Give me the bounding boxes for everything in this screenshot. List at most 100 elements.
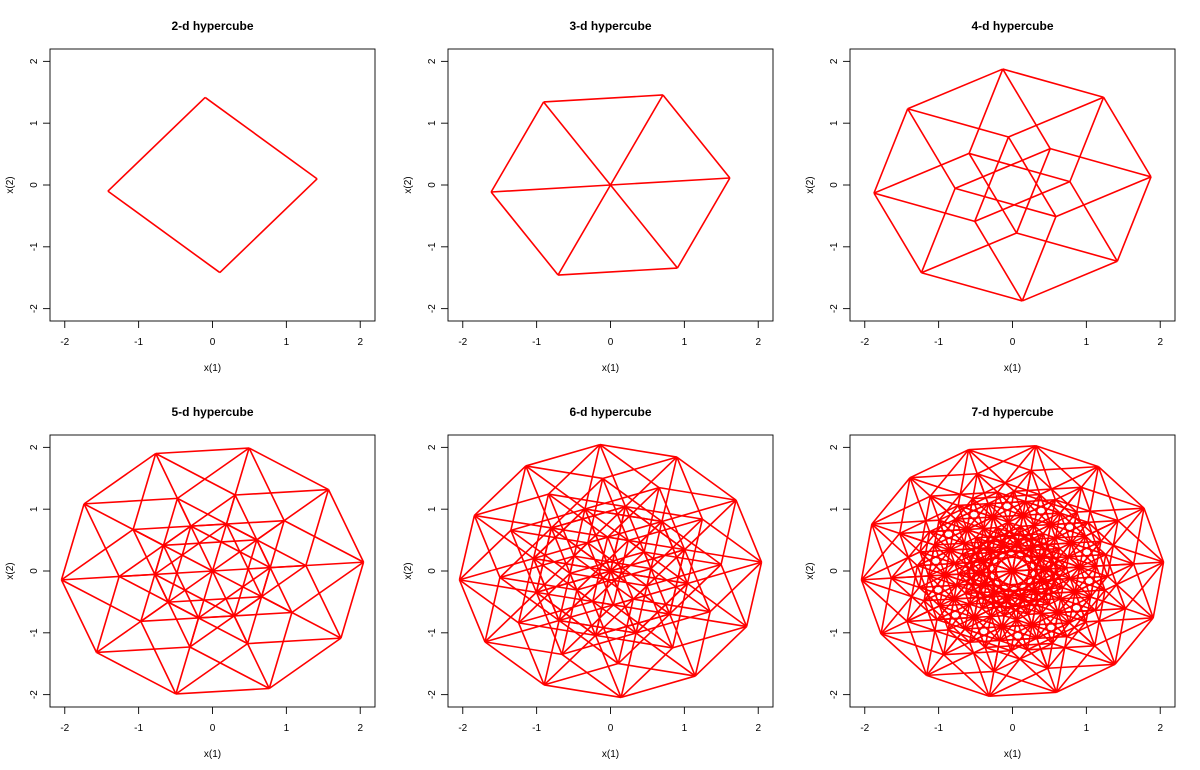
hypercube-edge [860,523,873,581]
hypercube-edge [934,516,994,546]
hypercube-edge [305,489,330,566]
hypercube-edge [60,579,98,653]
x-axis-label: x(1) [1004,363,1021,374]
x-tick-label: 1 [1084,723,1090,734]
hypercube-edge [1116,176,1152,262]
hypercube-edge [957,449,970,506]
hypercube-edge [1070,542,1134,565]
hypercube-edge [1105,554,1127,609]
x-tick-label: 1 [682,337,688,348]
hypercube-edge [1047,621,1087,669]
hypercube-edge [484,619,560,643]
hypercube-edge [1010,594,1022,651]
edges-4d [873,68,1152,302]
hypercube-edge [672,625,747,649]
hypercube-edge [906,565,919,622]
x-tick-label: -1 [134,337,143,348]
hypercube-edge [1087,466,1100,523]
panel-title: 2-d hypercube [171,19,253,33]
hypercube-edge [938,473,978,521]
hypercube-edge [954,147,1051,190]
hypercube-edge [635,582,688,634]
hypercube-edge [873,108,909,194]
hypercube-edge [499,527,552,579]
hypercube-edge [936,572,976,621]
hypercube-edge [974,220,1023,302]
hypercube-edge [988,498,1056,505]
hypercube-edge [1036,638,1058,693]
hypercube-edge [484,641,563,656]
hypercube-edge [1094,554,1107,611]
hypercube-edge [1055,498,1119,522]
hypercube-edge [1023,600,1087,623]
hypercube-edge [96,601,169,654]
hypercube-edge [953,598,1001,642]
hypercube-edge [871,495,931,525]
hypercube-edge [988,667,1049,697]
hypercube-edge [1055,176,1152,218]
hypercube-edge [247,637,341,645]
hypercube-edge [919,496,932,553]
hypercube-edge [1037,565,1097,595]
x-axis-label: x(1) [602,363,619,374]
hypercube-edge [532,493,550,559]
hypercube-edge [1058,607,1126,614]
hypercube-edge [154,573,235,617]
hypercube-edge [694,611,711,677]
hypercube-edge [880,633,944,656]
hypercube-edge [617,613,671,665]
y-tick-label: 1 [29,506,40,512]
hypercube-edge [256,539,293,613]
hypercube-edge [591,536,609,602]
y-tick-label: -1 [29,628,40,637]
hypercube-edge [909,477,931,532]
y-tick-label: 1 [427,120,438,126]
hypercube-edge [999,611,1059,642]
hypercube-edge [628,518,703,542]
hypercube-edge [458,579,520,624]
hypercube-edge [1035,445,1057,501]
hypercube-edge [635,610,711,634]
hypercube-edge [624,505,686,551]
x-tick-label: 1 [682,723,688,734]
hypercube-edge [1087,521,1135,565]
hypercube-edge [525,443,601,467]
y-tick-label: 0 [427,182,438,188]
hypercube-edge [620,647,674,698]
x-tick-label: -2 [860,337,869,348]
hypercube-edge [558,267,678,276]
hypercube-edge [694,625,748,677]
hypercube-edge [986,547,1008,603]
hypercube-edge [1002,68,1104,99]
hypercube-edge [1008,96,1104,138]
hypercube-edge [968,641,990,697]
hypercube-edge [119,570,213,578]
hypercube-edge [175,642,249,695]
hypercube-edge [1027,645,1095,651]
hypercube-edge [1033,544,1097,567]
hypercube-edge [473,514,535,560]
hypercube-edge [996,499,1056,529]
y-tick-label: 2 [29,444,40,450]
y-axis-label: x(2) [5,176,16,193]
hypercube-edge [1021,216,1057,302]
hypercube-edge [927,575,949,631]
hypercube-edge [920,188,956,274]
hypercube-edge [132,528,213,572]
y-tick-label: -2 [829,304,840,313]
x-tick-label: 2 [1157,723,1163,734]
hypercube-edge [558,555,575,621]
hypercube-edge [735,499,763,563]
hypercube-edge [701,518,763,563]
hypercube-edge [971,498,993,553]
hypercube-edge [1117,520,1165,563]
hypercube-edge [987,502,1051,526]
hypercube-edge [1105,507,1145,556]
panel-5d: 5-d hypercube -2 -1 0 1 2 -2 -1 0 1 2 x(1) x(2) [5,405,376,760]
hypercube-edge [968,444,1036,451]
hypercube-edge [624,456,678,508]
hypercube-edge [1100,540,1164,563]
hypercube-edge [871,523,918,567]
hypercube-edge [226,523,307,567]
hypercube-edge [547,444,601,495]
